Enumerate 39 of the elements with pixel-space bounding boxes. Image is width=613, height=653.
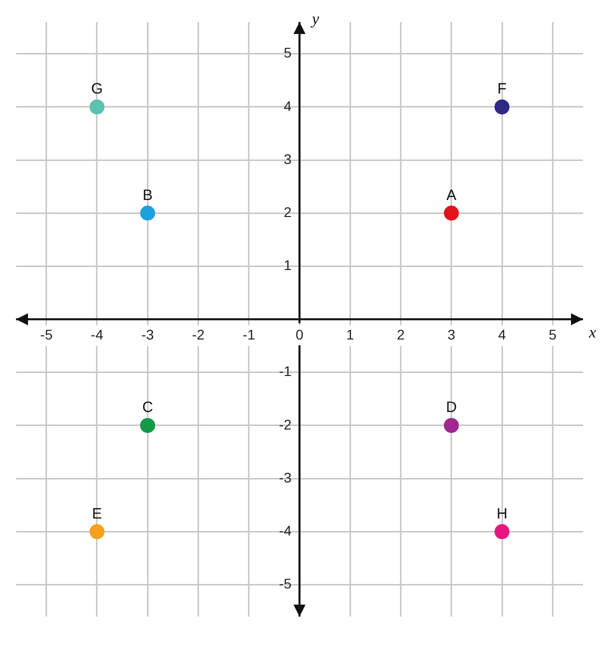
annotation: A (446, 186, 456, 204)
y-tick-label: -1 (279, 363, 292, 380)
annotation: F (497, 80, 507, 98)
x-tick-label: -1 (242, 326, 256, 343)
x-tick-label: -2 (192, 326, 205, 343)
y-tick-label: -4 (279, 522, 292, 539)
y-tick-label: -5 (279, 576, 292, 592)
point (494, 99, 510, 114)
point (90, 99, 104, 114)
y-tick-label: -3 (279, 469, 292, 486)
point (90, 524, 104, 540)
x-tick-label: 0 (296, 326, 304, 343)
x-tick-label: 2 (396, 326, 405, 343)
point (444, 418, 459, 433)
x-tick-label: -4 (90, 326, 104, 343)
y-tick-label: 3 (284, 150, 292, 167)
y-tick-label: 1 (284, 257, 292, 274)
annotation: B (142, 186, 153, 204)
x-tick-label: 1 (346, 326, 354, 343)
annotation: H (496, 505, 508, 522)
y-tick-label: -2 (279, 416, 292, 432)
annotation: D (446, 399, 457, 416)
y-tick-label: 4 (284, 98, 292, 114)
point (494, 524, 510, 540)
point (140, 418, 156, 433)
x-tick-label: 3 (447, 326, 456, 343)
point (444, 206, 459, 221)
y-tick-label: 5 (284, 44, 292, 61)
y-axis-title: y (310, 11, 320, 28)
annotation: E (92, 505, 102, 522)
x-tick-label: -3 (141, 326, 154, 343)
y-tick-label: 2 (284, 204, 292, 220)
x-tick-label: 5 (548, 326, 557, 343)
x-tick-label: 4 (498, 326, 506, 343)
x-tick-label: -5 (40, 326, 53, 343)
annotation: C (142, 399, 154, 416)
x-axis-title: x (588, 324, 596, 342)
point (140, 206, 156, 221)
annotation: G (91, 80, 103, 98)
